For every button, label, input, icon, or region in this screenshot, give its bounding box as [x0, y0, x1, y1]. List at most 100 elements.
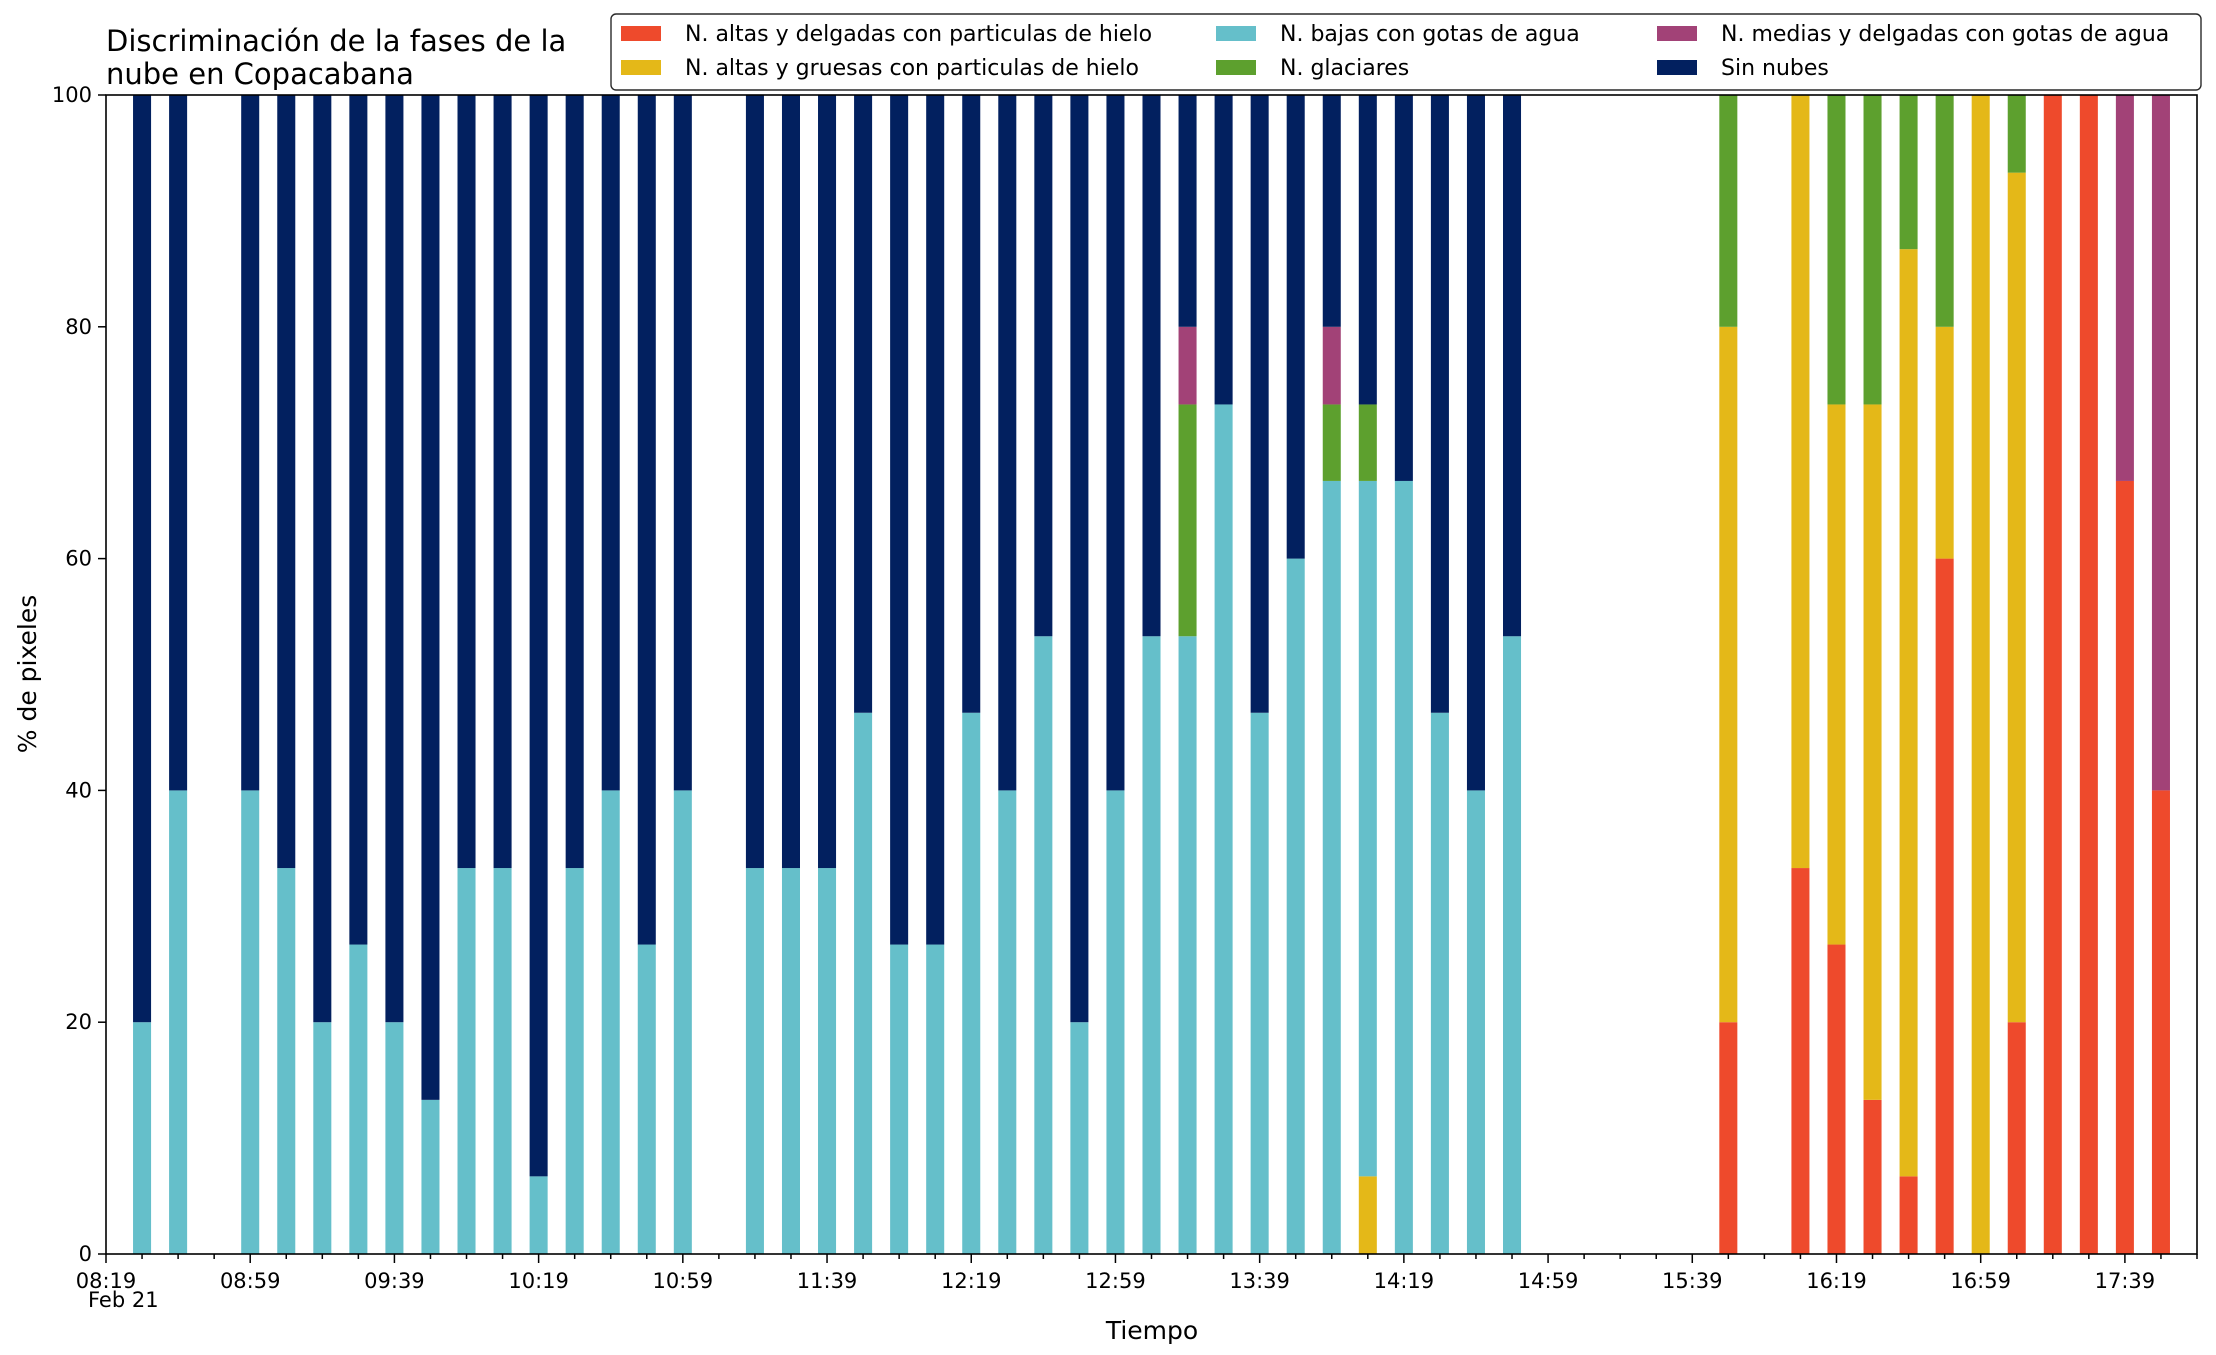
x-axis-date-label: Feb 21	[88, 1288, 159, 1312]
bar-segment-s2-t33	[1394, 480, 1413, 1254]
bar-segment-s2-t4	[313, 1022, 332, 1254]
bar-segment-s2-t17	[818, 868, 837, 1254]
bar-segment-s5-t0	[133, 95, 152, 1023]
legend-swatch-0	[621, 26, 661, 41]
legend: N. altas y delgadas con particulas de hi…	[610, 13, 2202, 91]
bar-segment-s3-t31	[1322, 404, 1341, 481]
bar-segment-s1-t43	[1971, 95, 1990, 1254]
bar-segment-s1-t40	[1863, 404, 1882, 1100]
bar-segment-s5-t14	[673, 95, 692, 791]
bar-segment-s1-t44	[2007, 172, 2026, 1023]
legend-label-1: N. altas y gruesas con particulas de hie…	[685, 56, 1139, 81]
legend-box	[610, 13, 2202, 91]
bar-segment-s5-t17	[818, 95, 837, 869]
legend-swatch-3	[1216, 60, 1256, 75]
bar-segment-s2-t0	[133, 1022, 152, 1254]
bar-segment-s5-t36	[1503, 95, 1522, 637]
x-tick-label-5: 11:39	[797, 1269, 858, 1293]
bar-segment-s2-t24	[1070, 1022, 1089, 1254]
bar-segment-s2-t25	[1106, 790, 1125, 1254]
bar-segment-s2-t16	[781, 868, 800, 1254]
x-tick-label-1: 08:59	[220, 1269, 281, 1293]
bar-segment-s5-t8	[457, 95, 476, 869]
bar-segment-s5-t27	[1178, 95, 1197, 327]
bar-segment-s0-t42	[1935, 558, 1954, 1254]
bar-segment-s2-t12	[601, 790, 620, 1254]
legend-swatch-5	[1657, 60, 1697, 75]
bar-segment-s0-t39	[1827, 944, 1846, 1254]
bar-segment-s2-t11	[565, 868, 584, 1254]
x-tick-label-0: 08:19	[76, 1269, 137, 1293]
bar-segment-s2-t19	[890, 944, 909, 1254]
bar-segment-s2-t8	[457, 868, 476, 1254]
x-tick-label-14: 17:39	[2095, 1269, 2156, 1293]
bar-segment-s5-t6	[385, 95, 404, 1023]
bar-segment-s3-t37	[1719, 95, 1738, 327]
bar-segment-s3-t32	[1358, 404, 1377, 481]
legend-swatch-1	[621, 60, 661, 75]
bar-segment-s2-t34	[1430, 712, 1449, 1254]
x-tick-label-9: 14:19	[1374, 1269, 1435, 1293]
bar-segment-s3-t44	[2007, 95, 2026, 173]
x-axis-label: Tiempo	[1105, 1316, 1198, 1345]
x-tick-label-4: 10:59	[653, 1269, 714, 1293]
bar-segment-s2-t30	[1286, 558, 1305, 1254]
bar-segment-s2-t31	[1322, 480, 1341, 1254]
bar-segment-s5-t11	[565, 95, 584, 869]
y-axis-ticks: 0 20 40 60 80 100	[52, 83, 106, 1266]
bar-segment-s5-t35	[1466, 95, 1485, 791]
y-tick-label-0: 0	[79, 1242, 92, 1266]
legend-swatch-4	[1657, 26, 1697, 41]
bar-segment-s4-t47	[2115, 95, 2134, 481]
bar-segment-s2-t1	[169, 790, 188, 1254]
bar-segment-s4-t48	[2151, 95, 2170, 791]
y-axis-label: % de pixeles	[13, 595, 42, 753]
bar-segment-s2-t29	[1250, 712, 1269, 1254]
bar-segment-s2-t36	[1503, 636, 1522, 1254]
bar-segment-s2-t20	[926, 944, 945, 1254]
bar-segment-s5-t16	[781, 95, 800, 869]
bar-segment-s2-t15	[745, 868, 764, 1254]
legend-label-0: N. altas y delgadas con particulas de hi…	[685, 22, 1152, 47]
bar-segment-s5-t33	[1394, 95, 1413, 481]
x-tick-label-7: 12:59	[1085, 1269, 1146, 1293]
x-tick-label-8: 13:39	[1229, 1269, 1290, 1293]
bar-segment-s2-t9	[493, 868, 512, 1254]
bar-segment-s2-t6	[385, 1022, 404, 1254]
bar-segment-s1-t41	[1899, 249, 1918, 1177]
x-tick-label-13: 16:59	[1950, 1269, 2011, 1293]
bar-segment-s0-t37	[1719, 1022, 1738, 1254]
x-tick-label-3: 10:19	[508, 1269, 569, 1293]
y-tick-label-2: 40	[65, 778, 92, 802]
bar-segment-s1-t39	[1827, 404, 1846, 945]
bar-segment-s1-t42	[1935, 326, 1954, 559]
bar-segment-s1-t38	[1791, 95, 1810, 869]
bar-segment-s2-t13	[637, 944, 656, 1254]
legend-swatch-2	[1216, 26, 1256, 41]
bar-segment-s5-t24	[1070, 95, 1089, 1023]
bar-segment-s0-t48	[2151, 790, 2170, 1254]
bar-segment-s0-t47	[2115, 480, 2134, 1254]
x-tick-label-10: 14:59	[1518, 1269, 1579, 1293]
y-tick-label-1: 20	[65, 1010, 92, 1034]
bar-segment-s5-t25	[1106, 95, 1125, 791]
bar-segment-s5-t9	[493, 95, 512, 869]
bar-segment-s0-t45	[2043, 95, 2062, 1254]
bar-segment-s5-t7	[421, 95, 440, 1100]
bar-segment-s2-t7	[421, 1099, 440, 1254]
legend-label-2: N. bajas con gotas de agua	[1280, 22, 1580, 47]
plot-frame	[105, 94, 2198, 1255]
bar-segment-s2-t18	[854, 712, 873, 1254]
bar-segment-s5-t34	[1430, 95, 1449, 713]
bar-segment-s2-t10	[529, 1176, 548, 1254]
bar-segment-s5-t28	[1214, 95, 1233, 405]
x-tick-label-6: 12:19	[941, 1269, 1002, 1293]
bar-segment-s1-t32	[1358, 1176, 1377, 1254]
bar-segment-s5-t30	[1286, 95, 1305, 559]
bar-segment-s5-t18	[854, 95, 873, 713]
bar-segment-s5-t15	[745, 95, 764, 869]
bar-segment-s0-t40	[1863, 1099, 1882, 1254]
bar-segment-s5-t1	[169, 95, 188, 791]
y-tick-label-3: 60	[65, 547, 92, 571]
y-tick-label-4: 80	[65, 315, 92, 339]
